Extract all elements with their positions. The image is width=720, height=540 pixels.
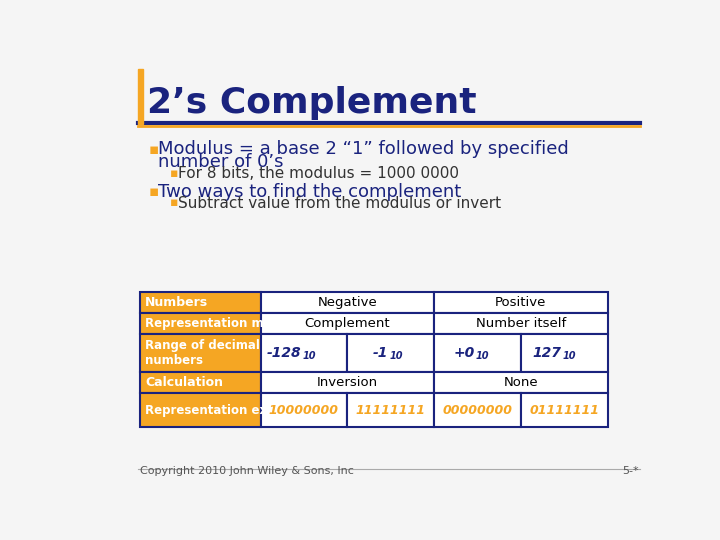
Bar <box>261 313 434 334</box>
Text: Number itself: Number itself <box>476 316 566 329</box>
Text: 01111111: 01111111 <box>529 403 599 417</box>
Text: 10000000: 10000000 <box>269 403 339 417</box>
Text: For 8 bits, the modulus = 1000 0000: For 8 bits, the modulus = 1000 0000 <box>179 166 459 181</box>
Text: 10: 10 <box>389 351 402 361</box>
Bar <box>434 334 521 372</box>
Text: None: None <box>503 376 539 389</box>
Text: Numbers: Numbers <box>145 296 208 309</box>
Text: Representation method: Representation method <box>145 316 302 329</box>
Bar <box>138 69 143 124</box>
Bar <box>140 372 261 393</box>
Text: 10: 10 <box>476 351 490 361</box>
Text: Modulus = a base 2 “1” followed by specified: Modulus = a base 2 “1” followed by speci… <box>158 140 569 158</box>
Text: Inversion: Inversion <box>317 376 378 389</box>
Text: -128: -128 <box>266 346 301 360</box>
Text: 00000000: 00000000 <box>443 403 513 417</box>
Bar <box>521 334 608 372</box>
Bar <box>347 393 434 428</box>
Text: Subtract value from the modulus or invert: Subtract value from the modulus or inver… <box>179 195 501 211</box>
Bar <box>140 313 261 334</box>
Text: Range of decimal
numbers: Range of decimal numbers <box>145 339 260 367</box>
Text: 2’s Complement: 2’s Complement <box>148 86 477 120</box>
Text: Calculation: Calculation <box>145 376 223 389</box>
Bar <box>140 393 261 428</box>
Text: ▪: ▪ <box>148 142 158 157</box>
Text: 127: 127 <box>532 346 561 360</box>
Text: ▪: ▪ <box>170 197 179 210</box>
Text: 10: 10 <box>563 351 576 361</box>
Text: ▪: ▪ <box>170 167 179 180</box>
Bar <box>434 313 608 334</box>
Text: +0: +0 <box>453 346 474 360</box>
Text: 5-*: 5-* <box>622 466 639 476</box>
Bar <box>140 334 261 372</box>
Bar <box>521 393 608 428</box>
Text: number of 0’s: number of 0’s <box>158 153 284 171</box>
Text: ▪: ▪ <box>148 184 158 199</box>
Text: Copyright 2010 John Wiley & Sons, Inc: Copyright 2010 John Wiley & Sons, Inc <box>140 466 354 476</box>
Text: Negative: Negative <box>318 296 377 309</box>
Bar <box>434 393 521 428</box>
Bar <box>434 372 608 393</box>
Text: Two ways to find the complement: Two ways to find the complement <box>158 183 462 201</box>
Bar <box>261 372 434 393</box>
Bar <box>261 334 347 372</box>
Text: 11111111: 11111111 <box>356 403 426 417</box>
Text: Complement: Complement <box>305 316 390 329</box>
Bar <box>261 292 434 313</box>
Text: 10: 10 <box>302 351 316 361</box>
Text: -1: -1 <box>372 346 387 360</box>
Bar <box>347 334 434 372</box>
Bar <box>261 393 347 428</box>
Text: Representation example: Representation example <box>145 403 307 417</box>
Bar <box>140 292 261 313</box>
Text: Positive: Positive <box>495 296 546 309</box>
Bar <box>434 292 608 313</box>
